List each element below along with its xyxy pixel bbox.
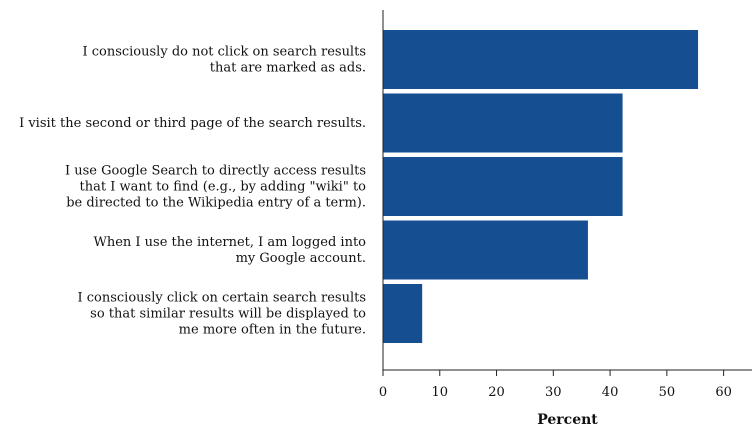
category-label-line: that are marked as ads. <box>210 61 366 76</box>
x-tick-label: 30 <box>545 385 562 400</box>
category-label-1: I consciously do not click on search res… <box>82 45 366 76</box>
bar-5 <box>383 284 423 343</box>
category-label-line: my Google account. <box>236 251 366 266</box>
bar-3 <box>383 157 623 216</box>
category-label-line: When I use the internet, I am logged int… <box>93 235 366 250</box>
x-axis-title: Percent <box>537 412 598 428</box>
category-label-2: I visit the second or third page of the … <box>19 116 366 131</box>
bar-2 <box>383 93 623 153</box>
category-label-line: I consciously click on certain search re… <box>77 291 366 306</box>
category-label-line: be directed to the Wikipedia entry of a … <box>66 196 366 211</box>
category-label-3: I use Google Search to directly access r… <box>65 164 366 211</box>
category-label-line: I consciously do not click on search res… <box>82 45 366 60</box>
category-label-line: I use Google Search to directly access r… <box>65 164 366 179</box>
bars-layer <box>383 30 699 343</box>
x-tick-label: 40 <box>602 385 619 400</box>
x-tick-label: 60 <box>715 385 732 400</box>
category-label-line: so that similar results will be displaye… <box>90 307 366 322</box>
category-label-line: I visit the second or third page of the … <box>19 116 366 131</box>
x-tick-label: 10 <box>431 385 448 400</box>
category-labels: I consciously do not click on search res… <box>19 45 366 338</box>
category-label-line: me more often in the future. <box>179 323 366 338</box>
bar-1 <box>383 30 699 89</box>
x-axis-ticks: 0 10 20 30 40 50 60 <box>379 370 732 400</box>
category-label-5: I consciously click on certain search re… <box>77 291 366 338</box>
x-tick-label: 0 <box>379 385 387 400</box>
x-tick-label: 50 <box>659 385 676 400</box>
category-label-line: that I want to find (e.g., by adding "wi… <box>79 180 366 195</box>
x-tick-label: 20 <box>488 385 505 400</box>
category-label-4: When I use the internet, I am logged int… <box>93 235 366 266</box>
bar-4 <box>383 220 588 280</box>
